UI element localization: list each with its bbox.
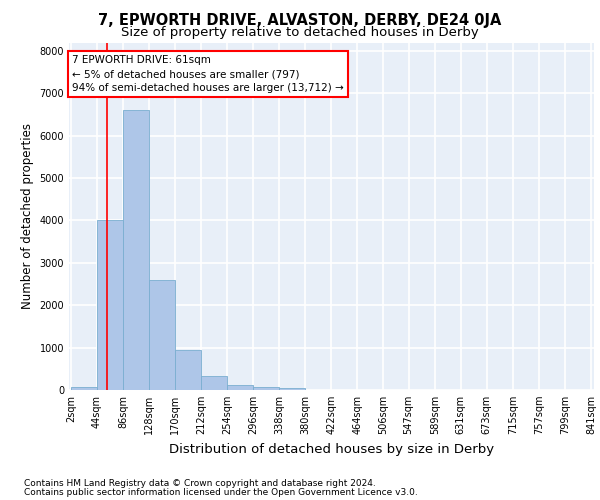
Bar — [201, 376, 227, 390]
Bar — [149, 280, 175, 390]
Text: 7, EPWORTH DRIVE, ALVASTON, DERBY, DE24 0JA: 7, EPWORTH DRIVE, ALVASTON, DERBY, DE24 … — [98, 12, 502, 28]
Y-axis label: Number of detached properties: Number of detached properties — [21, 123, 34, 309]
Text: 7 EPWORTH DRIVE: 61sqm
← 5% of detached houses are smaller (797)
94% of semi-det: 7 EPWORTH DRIVE: 61sqm ← 5% of detached … — [72, 55, 344, 93]
Bar — [175, 350, 201, 390]
Bar — [97, 220, 123, 390]
Text: Contains public sector information licensed under the Open Government Licence v3: Contains public sector information licen… — [24, 488, 418, 497]
Bar — [279, 388, 305, 390]
Bar — [253, 387, 279, 390]
X-axis label: Distribution of detached houses by size in Derby: Distribution of detached houses by size … — [169, 442, 494, 456]
Bar — [227, 386, 253, 390]
Text: Contains HM Land Registry data © Crown copyright and database right 2024.: Contains HM Land Registry data © Crown c… — [24, 479, 376, 488]
Text: Size of property relative to detached houses in Derby: Size of property relative to detached ho… — [121, 26, 479, 39]
Bar — [71, 386, 97, 390]
Bar — [123, 110, 149, 390]
